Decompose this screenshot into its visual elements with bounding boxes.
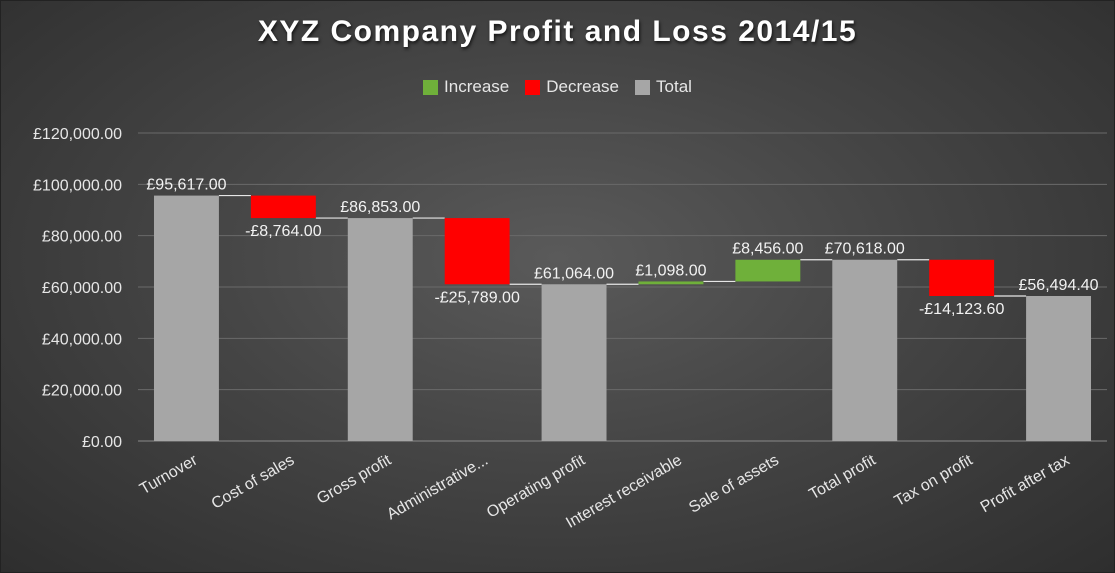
bar-decrease xyxy=(929,259,995,296)
legend-label: Total xyxy=(656,77,692,96)
data-label: -£25,789.00 xyxy=(434,289,520,306)
data-label: -£8,764.00 xyxy=(245,223,322,240)
x-tick-label: Gross profit xyxy=(314,451,395,507)
y-tick-label: £60,000.00 xyxy=(42,280,122,297)
legend-swatch-total xyxy=(635,79,651,95)
data-label: £86,853.00 xyxy=(340,199,420,216)
legend-item-increase: Increase xyxy=(423,77,509,97)
bar-decrease xyxy=(250,195,316,219)
data-label: £70,618.00 xyxy=(825,241,905,258)
data-label: £61,064.00 xyxy=(534,265,614,282)
bar-total xyxy=(541,284,607,441)
legend-swatch-increase xyxy=(423,79,439,95)
x-tick-label: Profit after tax xyxy=(978,452,1073,517)
x-tick-label: Sale of assets xyxy=(686,452,782,517)
data-label: £95,617.00 xyxy=(146,177,226,194)
y-tick-label: £100,000.00 xyxy=(33,177,122,194)
bar-total xyxy=(1026,295,1092,441)
x-tick-label: Total profit xyxy=(806,451,879,503)
x-tick-label: Administrative... xyxy=(384,452,491,524)
bar-decrease xyxy=(444,218,510,285)
bar-increase xyxy=(638,281,704,285)
data-label: £8,456.00 xyxy=(732,241,803,258)
legend-swatch-decrease xyxy=(525,79,541,95)
legend-item-decrease: Decrease xyxy=(525,77,619,97)
x-tick-label: Turnover xyxy=(137,451,201,498)
legend-label: Decrease xyxy=(546,77,620,96)
bar-total xyxy=(832,259,898,441)
x-tick-label: Tax on profit xyxy=(892,451,976,510)
bar-total xyxy=(153,195,219,441)
legend-item-total: Total xyxy=(635,77,692,97)
data-label: £56,494.40 xyxy=(1019,277,1099,294)
y-tick-label: £80,000.00 xyxy=(42,229,122,246)
y-tick-label: £0.00 xyxy=(82,434,122,451)
legend-label: Increase xyxy=(444,77,510,96)
chart-title: XYZ Company Profit and Loss 2014/15 xyxy=(257,15,858,48)
legend: Increase Decrease Total xyxy=(1,77,1114,97)
y-tick-label: £40,000.00 xyxy=(42,331,122,348)
data-label: £1,098.00 xyxy=(635,262,706,279)
x-tick-label: Cost of sales xyxy=(209,452,298,513)
bar-total xyxy=(347,218,413,441)
data-label: -£14,123.60 xyxy=(919,301,1005,318)
y-tick-label: £120,000.00 xyxy=(33,126,122,143)
y-tick-label: £20,000.00 xyxy=(42,383,122,400)
bar-increase xyxy=(735,259,801,282)
